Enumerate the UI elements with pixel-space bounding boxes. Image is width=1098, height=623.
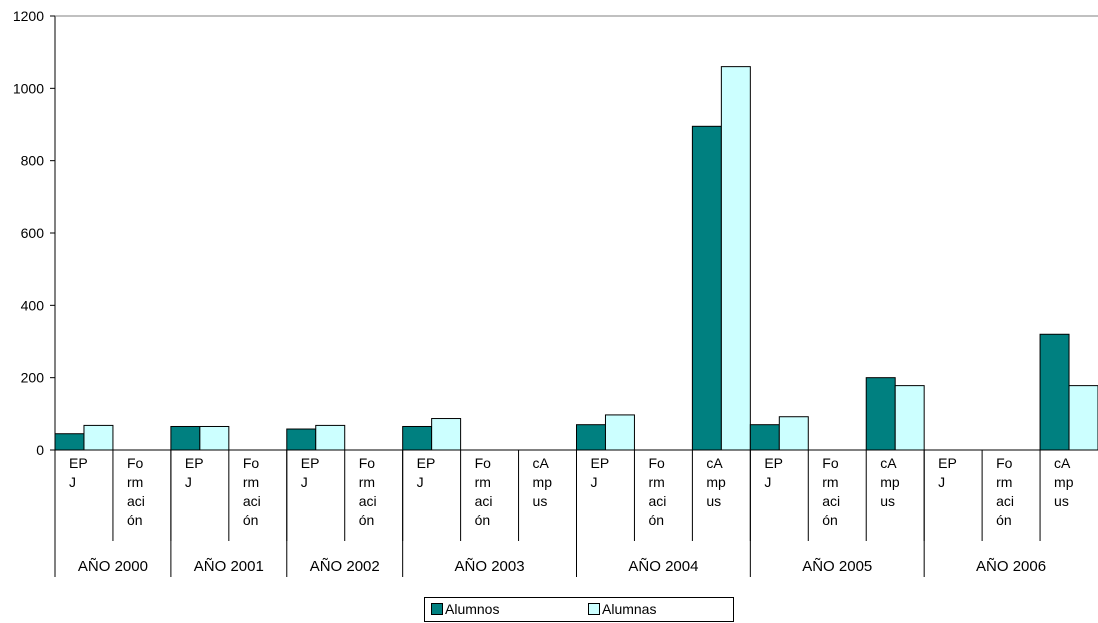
legend-item-alumnas: Alumnas xyxy=(588,601,656,617)
bar-alumnas xyxy=(431,418,462,451)
bar-alumnas xyxy=(83,424,114,451)
bar-alumnos xyxy=(691,125,722,451)
x-category-label: Fo rm aci ón xyxy=(648,455,666,528)
bar-alumnas xyxy=(1068,385,1098,451)
x-group-label: AÑO 2005 xyxy=(802,558,872,575)
x-group-label: AÑO 2001 xyxy=(194,558,264,575)
x-group-label: AÑO 2006 xyxy=(976,558,1046,575)
y-tick-label: 800 xyxy=(21,153,45,169)
y-tick-label: 0 xyxy=(36,442,44,458)
y-tick-label: 1200 xyxy=(13,8,44,24)
bar-alumnas xyxy=(199,425,230,451)
x-category-label: Fo rm aci ón xyxy=(822,455,840,528)
bar-alumnas xyxy=(720,66,751,451)
legend-swatch-alumnos xyxy=(431,603,443,615)
x-category-label: cA mp us xyxy=(533,455,553,509)
legend-label-alumnas: Alumnas xyxy=(602,601,657,617)
y-tick-label: 600 xyxy=(21,225,45,241)
bar-alumnos xyxy=(865,377,896,451)
x-category-label: cA mp us xyxy=(880,455,900,509)
legend: Alumnos Alumnas xyxy=(424,597,734,622)
x-category-label: EP J xyxy=(69,455,88,490)
x-group-label: AÑO 2003 xyxy=(455,558,525,575)
legend-item-alumnos: Alumnos xyxy=(431,601,499,617)
legend-label-alumnos: Alumnos xyxy=(445,601,500,617)
x-category-label: Fo rm aci ón xyxy=(243,455,261,528)
bar-alumnos xyxy=(402,425,433,451)
x-category-label: Fo rm aci ón xyxy=(127,455,145,528)
x-category-label: Fo rm aci ón xyxy=(996,455,1014,528)
bar-alumnos xyxy=(170,425,201,451)
x-group-label: AÑO 2002 xyxy=(310,558,380,575)
bar-alumnas xyxy=(894,385,925,451)
x-category-label: EP J xyxy=(764,455,783,490)
x-category-label: cA mp us xyxy=(706,455,726,509)
x-category-label: EP J xyxy=(185,455,204,490)
x-group-label: AÑO 2004 xyxy=(628,558,698,575)
y-tick-label: 1000 xyxy=(13,80,44,96)
bar-alumnas xyxy=(315,424,346,451)
x-category-label: EP J xyxy=(591,455,610,490)
bar-alumnos xyxy=(286,428,317,451)
x-category-label: EP J xyxy=(301,455,320,490)
y-tick-label: 400 xyxy=(21,297,45,313)
x-category-label: EP J xyxy=(938,455,957,490)
bar-alumnos xyxy=(54,433,85,451)
x-group-label: AÑO 2000 xyxy=(78,558,148,575)
x-category-label: cA mp us xyxy=(1054,455,1074,509)
bar-chart: 0 200 400 600 800 1000 1200 EP J Fo rm aci ón EP J Fo rm… xyxy=(13,8,1098,577)
x-category-label: EP J xyxy=(417,455,436,490)
bar-alumnas xyxy=(778,416,809,451)
y-tick-label: 200 xyxy=(21,370,45,386)
legend-swatch-alumnas xyxy=(588,603,600,615)
bar-alumnas xyxy=(604,414,635,451)
bar-alumnos xyxy=(576,424,606,451)
bar-alumnos xyxy=(749,424,780,451)
bar-alumnos xyxy=(1039,333,1070,451)
x-category-label: Fo rm aci ón xyxy=(475,455,493,528)
x-category-label: Fo rm aci ón xyxy=(359,455,377,528)
